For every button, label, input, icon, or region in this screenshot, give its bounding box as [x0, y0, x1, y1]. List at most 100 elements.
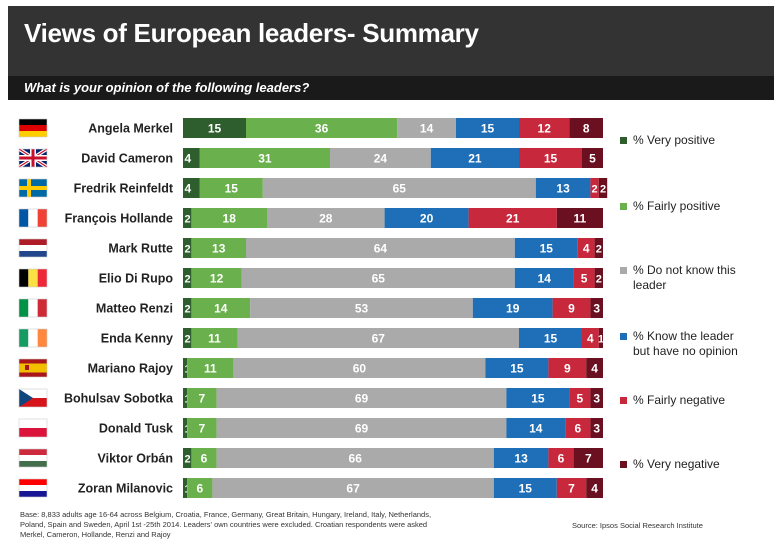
bar-segment [183, 118, 246, 138]
chart-legend: % Very positive % Fairly positive % Do not… [620, 133, 738, 471]
bar-data-label: 53 [355, 302, 369, 316]
spain-flag-icon [18, 358, 48, 378]
leader-label: Elio Di Rupo [99, 272, 174, 286]
bar-data-label: 36 [315, 122, 329, 136]
leader-label: Donald Tusk [99, 422, 173, 436]
chart-row: Mariano Rajoy111601594 [18, 358, 603, 378]
bar-data-label: 12 [538, 122, 552, 136]
legend-item: % Very negative [620, 457, 720, 471]
bar-data-label: 7 [568, 482, 575, 496]
bar-segment [262, 178, 536, 198]
legend-swatch [620, 137, 627, 144]
netherlands-flag-icon [18, 238, 48, 258]
bar-segment [573, 268, 595, 288]
bar-data-label: 2 [185, 244, 191, 256]
bar-segment [397, 118, 456, 138]
bar-data-label: 20 [420, 212, 434, 226]
bar-data-label: 15 [208, 122, 222, 136]
bar-segment [216, 388, 507, 408]
bar-segment [183, 268, 192, 288]
bar-data-label: 21 [468, 152, 482, 166]
chart-row: Bohulsav Sobotka17691553 [18, 388, 603, 408]
bar-segment [191, 208, 267, 228]
legend-item: % Very positive [620, 133, 715, 147]
bar-data-label: 11 [208, 332, 221, 346]
bar-segment [556, 478, 587, 498]
bar-data-label: 67 [372, 332, 386, 346]
leader-label: Mark Rutte [108, 242, 173, 256]
chart-subtitle: What is your opinion of the following le… [24, 80, 310, 95]
bar-segment [577, 238, 595, 258]
bar-segment [468, 208, 557, 228]
bar-data-label: 14 [214, 302, 228, 316]
bar-segment [191, 268, 242, 288]
bar-segment [493, 448, 549, 468]
legend-swatch [620, 397, 627, 404]
bar-data-label: 1 [598, 334, 604, 346]
legend-item: % Do not know this leader [620, 263, 736, 292]
ireland-flag-icon [18, 328, 48, 348]
chart-row: Donald Tusk17691463 [18, 418, 603, 438]
leader-label: Mariano Rajoy [88, 362, 173, 376]
bar-segment [565, 418, 591, 438]
legend-item: % Fairly positive [620, 199, 721, 213]
bar-segment [183, 238, 192, 258]
bar-data-label: 9 [564, 362, 571, 376]
bar-data-label: 2 [592, 184, 598, 196]
bar-data-label: 4 [587, 332, 594, 346]
bar-segment [183, 178, 200, 198]
bar-segment [183, 388, 188, 408]
bar-segment [519, 328, 582, 348]
chart-row: Matteo Renzi 2 14 53 19 9 3 [18, 298, 603, 318]
bar-data-label: 15 [531, 392, 545, 406]
bar-segment [183, 208, 192, 228]
france-flag-icon [18, 208, 48, 228]
czech-flag-icon [18, 388, 48, 408]
bar-segment [241, 268, 515, 288]
bar-segment [590, 298, 603, 318]
bar-data-label: 64 [374, 242, 388, 256]
bar-segment [556, 208, 603, 228]
bar-data-label: 2 [185, 334, 191, 346]
bar-segment [506, 388, 570, 408]
bar-data-label: 13 [556, 182, 570, 196]
bar-data-label: 4 [591, 482, 598, 496]
bar-segment [590, 178, 599, 198]
bar-data-label: 11 [204, 362, 217, 376]
bar-data-label: 7 [199, 422, 206, 436]
bar-data-label: 13 [212, 242, 226, 256]
sweden-flag-icon [18, 178, 48, 198]
bar-data-label: 12 [210, 272, 224, 286]
bar-data-label: 6 [558, 452, 565, 466]
hungary-flag-icon [18, 448, 48, 468]
bar-segment [569, 118, 603, 138]
bar-data-label: 14 [538, 272, 552, 286]
bar-data-label: 13 [514, 452, 528, 466]
bar-segment [183, 298, 192, 318]
bar-segment [594, 268, 603, 288]
bar-segment [586, 478, 603, 498]
bar-segment [237, 328, 519, 348]
chart-row: Zoran Milanovic16671574 [18, 478, 603, 498]
bar-data-label: 69 [355, 392, 369, 406]
legend-label: % Fairly negative [633, 393, 725, 407]
bar-segment [590, 418, 603, 438]
bar-segment [594, 238, 603, 258]
bar-data-label: 14 [420, 122, 434, 136]
bar-data-label: 3 [593, 392, 600, 406]
leader-label: Zoran Milanovic [78, 482, 173, 496]
subtitle-bar: What is your opinion of the following le… [8, 76, 774, 100]
bar-segment [598, 178, 608, 198]
bar-data-label: 15 [225, 182, 239, 196]
bar-data-label: 2 [185, 214, 191, 226]
bar-data-label: 69 [355, 422, 369, 436]
legend-swatch [620, 203, 627, 210]
footer-source: Source: Ipsos Social Research Institute [572, 521, 703, 530]
bar-data-label: 15 [510, 362, 524, 376]
bar-data-label: 9 [568, 302, 575, 316]
belgium-flag-icon [18, 268, 48, 288]
leader-label: Bohulsav Sobotka [64, 392, 174, 406]
bar-segment [191, 328, 238, 348]
bar-data-label: 66 [349, 452, 363, 466]
germany-flag-icon [18, 118, 48, 138]
